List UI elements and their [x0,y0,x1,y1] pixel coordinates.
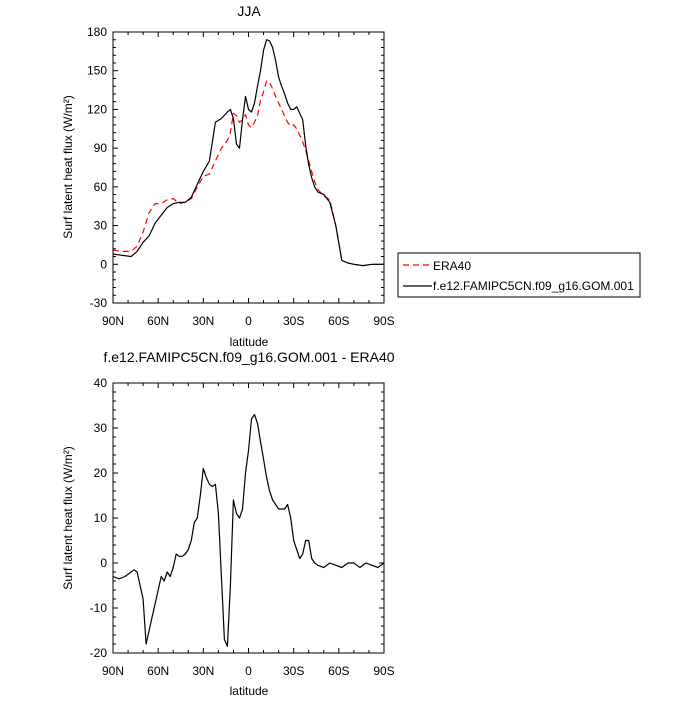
top-panel-jja: JJA Surf latent heat flux (W/m²) latitud… [61,3,395,349]
bottom-y-tick-label: 10 [94,511,108,525]
top-y-tick-label: 0 [100,257,107,271]
bottom-y-axis-label: Surf latent heat flux (W/m²) [61,446,75,589]
bottom-y-tick-label: 40 [94,376,108,390]
bottom-y-tick-label: 20 [94,466,108,480]
top-plot-lines [112,39,384,267]
bottom-x-tick-label: 30N [192,664,214,678]
top-y-tick-label: -30 [90,296,108,310]
bottom-x-tick-label: 30S [283,664,304,678]
top-x-tick-label: 60N [147,314,169,328]
bottom-x-tick-label: 60N [147,664,169,678]
bottom-x-axis-label: latitude [230,684,269,698]
top-x-tick-label: 0 [245,314,252,328]
bottom-chart-title: f.e12.FAMIPC5CN.f09_g16.GOM.001 - ERA40 [103,349,394,365]
top-x-tick-label: 90N [102,314,124,328]
top-x-tick-label: 60S [328,314,349,328]
top-y-tick-label: 180 [87,25,107,39]
top-chart-title: JJA [237,3,261,19]
bottom-panel-difference: f.e12.FAMIPC5CN.f09_g16.GOM.001 - ERA40 … [61,349,395,698]
top-axis-ticks: -30 0 30 60 90 120 150 180 90N 60N 30N 0 30S 60S 90S [87,25,395,328]
top-y-axis-label: Surf latent heat flux (W/m²) [61,95,75,238]
bottom-y-axis-label-text: Surf latent heat flux (W/m²) [61,446,75,589]
top-plot-frame [112,31,385,304]
top-y-axis-label-text: Surf latent heat flux (W/m²) [61,95,75,238]
top-y-tick-label: 60 [94,180,108,194]
top-y-tick-label: 150 [87,64,107,78]
top-x-tick-label: 90S [373,314,394,328]
bottom-x-tick-label: 0 [245,664,252,678]
bottom-y-tick-label: 0 [100,556,107,570]
legend-box [397,252,641,298]
bottom-x-tick-label: 90N [102,664,124,678]
top-y-tick-label: 120 [87,102,107,116]
top-y-tick-label: 30 [94,219,108,233]
top-x-tick-label: 30S [283,314,304,328]
legend-era40-label: ERA40 [433,259,471,273]
top-series-line-0 [112,80,384,267]
bottom-plot-lines [112,413,385,647]
bottom-x-tick-label: 90S [373,664,394,678]
bottom-series-line-0 [112,413,385,647]
bottom-x-tick-label: 60S [328,664,349,678]
bottom-y-tick-label: 30 [94,421,108,435]
top-x-tick-label: 30N [192,314,214,328]
bottom-y-tick-label: -20 [90,646,108,660]
legend-model-label: f.e12.FAMIPC5CN.f09_g16.GOM.001 [433,279,634,293]
top-x-axis-label: latitude [230,335,269,349]
top-series-line-1 [112,39,384,267]
bottom-plot-frame [112,382,385,654]
bottom-y-tick-label: -10 [90,601,108,615]
top-y-tick-label: 90 [94,141,108,155]
bottom-axis-ticks: -20 -10 0 10 20 30 40 90N 60N 30N 0 30S 60S 90S [90,376,395,678]
legend: ERA40 f.e12.FAMIPC5CN.f09_g16.GOM.001 [397,252,641,298]
